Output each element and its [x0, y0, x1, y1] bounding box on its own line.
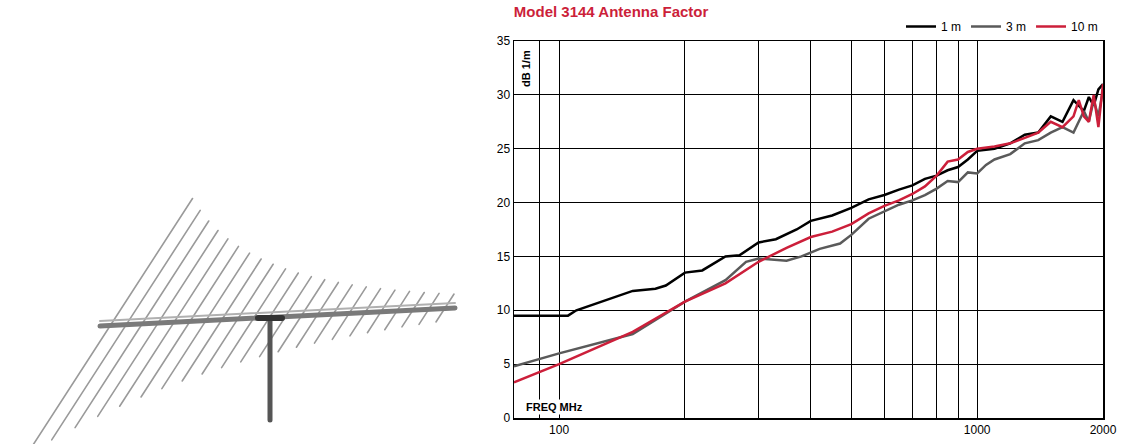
svg-text:10 m: 10 m — [1071, 20, 1098, 34]
svg-text:1 m: 1 m — [941, 20, 961, 34]
svg-text:30: 30 — [497, 88, 511, 102]
svg-text:3 m: 3 m — [1006, 20, 1026, 34]
svg-text:35: 35 — [497, 34, 511, 48]
svg-text:2000: 2000 — [1090, 423, 1117, 437]
svg-text:FREQ MHz: FREQ MHz — [526, 401, 583, 413]
svg-text:0: 0 — [503, 411, 510, 425]
svg-text:100: 100 — [549, 423, 569, 437]
svg-text:5: 5 — [503, 357, 510, 371]
svg-text:25: 25 — [497, 142, 511, 156]
svg-text:1000: 1000 — [964, 423, 991, 437]
svg-text:dB 1/m: dB 1/m — [520, 50, 532, 87]
svg-text:15: 15 — [497, 250, 511, 264]
svg-text:10: 10 — [497, 303, 511, 317]
svg-text:Model 3144 Antenna Factor: Model 3144 Antenna Factor — [514, 3, 709, 20]
svg-text:20: 20 — [497, 196, 511, 210]
